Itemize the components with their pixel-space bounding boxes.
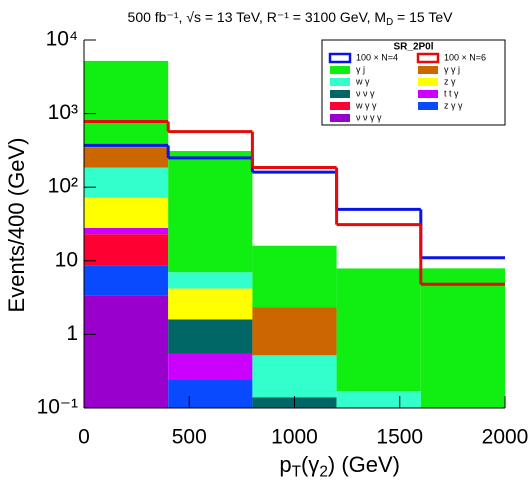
legend-box — [321, 39, 506, 126]
histogram-bar — [168, 151, 253, 273]
text-part: ) (GeV) — [328, 452, 400, 477]
histogram-bar — [84, 60, 169, 148]
histogram-bar — [168, 353, 253, 381]
y-tick-label: 10² — [48, 175, 78, 198]
histogram-bar — [168, 288, 253, 320]
histogram-bar — [84, 167, 169, 198]
histogram-bar — [84, 295, 169, 408]
y-tick-label: 10³ — [48, 101, 78, 124]
histogram-bar — [336, 268, 421, 392]
legend-swatch — [418, 66, 438, 74]
y-tick-label: 10⁻¹ — [37, 396, 78, 419]
legend-label: γ j — [356, 64, 365, 74]
text-part: p — [279, 452, 291, 477]
histogram-bar — [84, 234, 169, 266]
histogram-bar — [252, 307, 337, 356]
legend-label: w γ γ — [355, 100, 377, 110]
legend-label: t t γ — [444, 88, 459, 98]
histogram-bar — [252, 355, 337, 398]
x-axis-label: pT(γ2) (GeV) — [279, 452, 400, 481]
legend-title: SR_2P0l — [393, 42, 433, 53]
x-tick-label: 1000 — [271, 426, 318, 449]
legend-swatch — [418, 102, 438, 110]
histogram-bar — [336, 391, 421, 408]
legend-label: w γ — [355, 76, 370, 86]
legend-label: ν ν γ — [356, 88, 375, 98]
legend-swatch — [330, 78, 350, 86]
legend-label: z γ γ — [444, 100, 463, 110]
x-tick-label: 1500 — [376, 426, 423, 449]
subscript: D — [386, 17, 393, 28]
histogram-bar — [84, 197, 169, 228]
legend-swatch — [328, 52, 352, 64]
text-part: (γ — [301, 452, 319, 477]
text-part: = 15 TeV — [393, 9, 453, 25]
histogram-bar — [84, 227, 169, 235]
legend-swatch — [330, 102, 350, 110]
histogram-bar — [168, 319, 253, 354]
legend-label: 100 × N=4 — [356, 52, 398, 62]
y-axis-label: Events/400 (GeV) — [4, 138, 29, 313]
chart-title: 500 fb⁻¹, √s = 13 TeV, R⁻¹ = 3100 GeV, M… — [128, 9, 454, 28]
legend-swatch — [330, 114, 350, 122]
x-tick-label: 0 — [78, 426, 90, 449]
y-tick-label: 10⁴ — [46, 28, 78, 51]
subscript: 2 — [319, 464, 328, 481]
legend-swatch — [416, 52, 440, 64]
legend-label: ν ν γ γ — [356, 112, 382, 122]
subscript: T — [292, 464, 302, 481]
legend-label: 100 × N=6 — [444, 52, 486, 62]
histogram-bar — [168, 380, 253, 408]
legend-swatch — [330, 90, 350, 98]
y-tick-label: 10 — [55, 248, 78, 271]
histogram-bar — [252, 245, 337, 308]
legend-swatch — [418, 90, 438, 98]
y-tick-label: 1 — [66, 322, 78, 345]
histogram-bar — [84, 265, 169, 296]
histogram-bar — [168, 272, 253, 289]
legend-label: γ γ j — [444, 64, 460, 74]
legend-label: z γ — [444, 76, 456, 86]
x-tick-label: 2000 — [482, 426, 529, 449]
histogram-bar — [84, 147, 169, 168]
legend-swatch — [330, 66, 350, 74]
text-part: 500 fb⁻¹, √s = 13 TeV, R⁻¹ = 3100 GeV, M — [128, 9, 387, 25]
histogram-bar — [420, 268, 505, 408]
legend-swatch — [418, 78, 438, 86]
x-tick-label: 500 — [172, 426, 207, 449]
